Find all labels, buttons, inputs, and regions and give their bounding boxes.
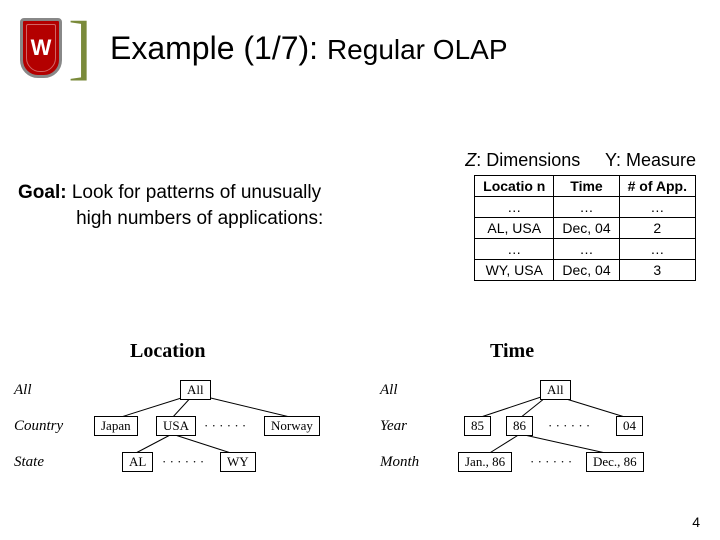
- level-all: All: [14, 382, 84, 399]
- uw-crest-logo: W: [20, 18, 62, 78]
- bracket-icon: ]: [68, 19, 92, 77]
- node-86: 86: [506, 416, 533, 436]
- level-year: Year: [380, 418, 450, 435]
- node-japan: Japan: [94, 416, 138, 436]
- goal-line2: high numbers of applications:: [76, 208, 323, 229]
- title-main: Example (1/7):: [110, 30, 318, 66]
- z-suffix: : Dimensions: [476, 150, 580, 170]
- node-85: 85: [464, 416, 491, 436]
- state-dots: · · · · · ·: [162, 454, 204, 470]
- time-hierarchy-diagram: All All Year 85 86 · · · · · · 04 Month …: [380, 372, 710, 480]
- level-state: State: [14, 454, 84, 471]
- node-dec86: Dec., 86: [586, 452, 644, 472]
- level-all-t: All: [380, 382, 450, 399]
- y-label: Y: Measure: [605, 150, 696, 170]
- location-hierarchy-diagram: All All Country Japan USA · · · · · · No…: [14, 372, 364, 480]
- table-row: … … …: [475, 197, 696, 218]
- crest-letter: W: [31, 35, 52, 61]
- level-country: Country: [14, 418, 84, 435]
- col-time: Time: [554, 176, 619, 197]
- node-jan86: Jan., 86: [458, 452, 512, 472]
- dimension-measure-labels: Z: Dimensions Y: Measure: [465, 150, 696, 171]
- node-al: AL: [122, 452, 153, 472]
- col-numapp: # of App.: [619, 176, 695, 197]
- location-hierarchy-title: Location: [130, 340, 206, 363]
- page-number: 4: [692, 514, 700, 530]
- z-prefix: Z: [465, 150, 476, 170]
- node-usa: USA: [156, 416, 196, 436]
- month-dots: · · · · · ·: [530, 454, 572, 470]
- slide-title: Example (1/7): Regular OLAP: [110, 30, 508, 67]
- node-04: 04: [616, 416, 643, 436]
- level-month: Month: [380, 454, 450, 471]
- table-row: WY, USA Dec, 04 3: [475, 260, 696, 281]
- node-wy: WY: [220, 452, 256, 472]
- olap-table: Locatio n Time # of App. … … … AL, USA D…: [474, 175, 696, 281]
- node-all-t: All: [540, 380, 571, 400]
- title-sub: Regular OLAP: [327, 34, 508, 65]
- table-row: … … …: [475, 239, 696, 260]
- year-dots: · · · · · ·: [548, 418, 590, 434]
- slide-header: W ] Example (1/7): Regular OLAP: [0, 0, 720, 78]
- col-location: Locatio n: [475, 176, 554, 197]
- time-hierarchy-title: Time: [490, 340, 534, 363]
- node-all: All: [180, 380, 211, 400]
- country-dots: · · · · · ·: [204, 418, 246, 434]
- node-norway: Norway: [264, 416, 320, 436]
- table-row: AL, USA Dec, 04 2: [475, 218, 696, 239]
- goal-text: Goal: Look for patterns of unusually hig…: [18, 180, 378, 231]
- goal-line1: Look for patterns of unusually: [72, 182, 321, 203]
- goal-prefix: Goal:: [18, 182, 67, 203]
- table-header-row: Locatio n Time # of App.: [475, 176, 696, 197]
